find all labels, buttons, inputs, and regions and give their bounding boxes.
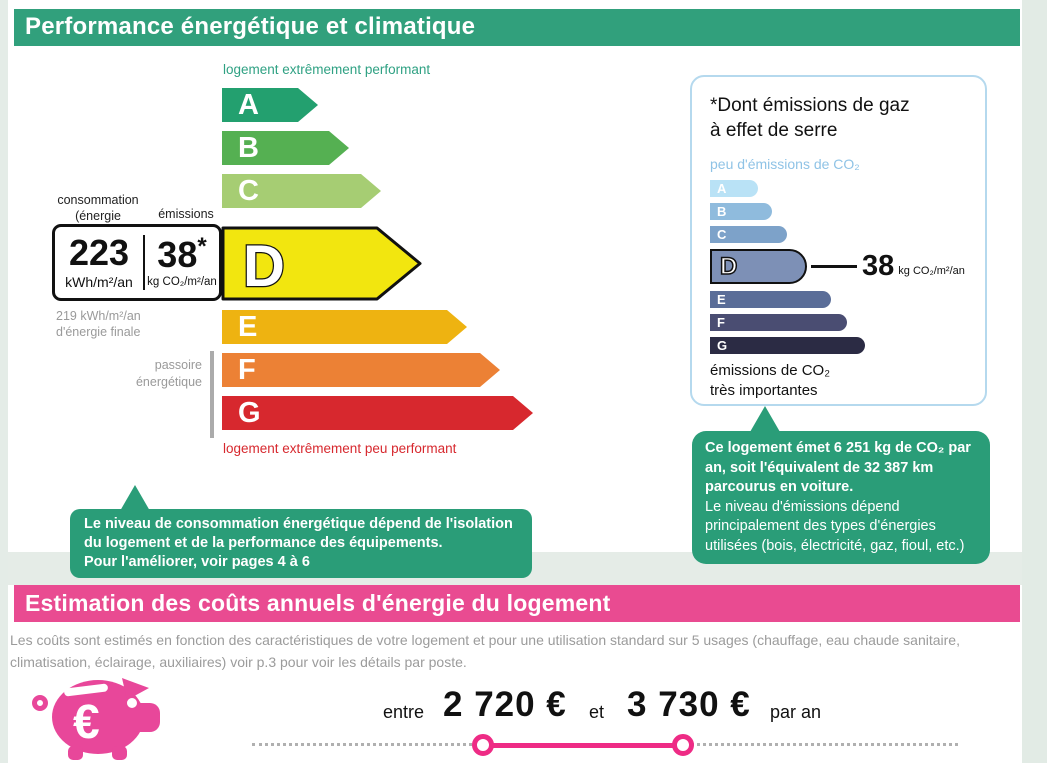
co2-bar-b: B: [710, 203, 772, 221]
emissions-value: 38*: [157, 233, 207, 275]
cost-min-value: 2 720 €: [443, 685, 567, 724]
co2-scale: A B C D 38 kg CO₂/m²/an E F G: [710, 180, 967, 355]
energy-class-letter-a: A: [238, 88, 259, 121]
co2-bar-d-current: D: [710, 249, 807, 285]
energy-class-arrow-c: C: [222, 174, 381, 208]
right-tooltip-pointer: [750, 406, 780, 432]
co2-value-unit: kg CO₂/m²/an: [898, 264, 965, 277]
co2-value-callout: 38 kg CO₂/m²/an: [811, 249, 971, 284]
emissions-unit: kg CO₂/m²/an: [147, 276, 217, 288]
co2-bar-e: E: [710, 291, 831, 309]
energy-class-letter-f: F: [238, 353, 256, 386]
co2-bar-g: G: [710, 337, 865, 355]
energy-section-title: Performance énergétique et climatique: [14, 9, 1020, 46]
left-edge-strip: [0, 0, 8, 763]
final-energy-line1: 219 kWh/m²/an: [56, 309, 141, 323]
passoire-label: passoire énergétique: [135, 358, 202, 389]
consumption-tooltip-text: Le niveau de consommation énergétique dé…: [84, 516, 513, 551]
consumption-value: 223: [68, 232, 130, 273]
co2-emissions-panel: *Dont émissions de gaz à effet de serre …: [690, 75, 987, 406]
co2-bar-a: A: [710, 180, 758, 198]
emissions-tooltip-bold-text: Ce logement émet 6 251 kg de CO₂ par an,…: [705, 440, 971, 496]
co2-bar-d-row: D 38 kg CO₂/m²/an: [710, 249, 967, 285]
co2-bar-c: C: [710, 226, 787, 244]
energy-class-arrow-a: A: [222, 88, 318, 122]
value-box-divider: [143, 235, 145, 290]
emissions-tooltip: Ce logement émet 6 251 kg de CO₂ par an,…: [692, 431, 990, 565]
piggy-bank-icon: €: [32, 678, 160, 760]
cost-word-et: et: [589, 702, 605, 722]
final-energy-line2: d'énergie finale: [56, 325, 141, 340]
consumption-tooltip-link-line: Pour l'améliorer, voir pages 4 à 6: [84, 553, 310, 570]
left-tooltip-pointer: [120, 485, 150, 511]
callout-line: [811, 265, 857, 269]
costs-section-title: Estimation des coûts annuels d'énergie d…: [14, 585, 1020, 622]
co2-panel-title: *Dont émissions de gaz à effet de serre: [710, 95, 910, 142]
cost-range-handle-min: [472, 734, 494, 756]
co2-high-label: émissions de CO₂ très importantes: [710, 362, 831, 400]
emissions-cell: 38* kg CO₂/m²/an: [145, 227, 219, 298]
energy-class-letter-e: E: [238, 310, 258, 343]
co2-letter-d: D: [719, 252, 738, 281]
passoire-bracket-bar: [210, 351, 214, 438]
emissions-tooltip-normal-text: Le niveau d'émissions dépend principalem…: [705, 498, 965, 554]
energy-class-letter-g: G: [238, 396, 261, 429]
energy-class-arrow-e: E: [222, 310, 467, 344]
consumption-cell: 223 kWh/m²/an: [55, 227, 143, 298]
energy-class-letter-b: B: [238, 131, 259, 164]
cost-max-value: 3 730 €: [627, 685, 751, 724]
cost-word-par-an: par an: [770, 702, 822, 722]
asterisk: *: [197, 233, 207, 260]
emissions-column-header: émissions: [158, 207, 214, 221]
energy-class-letter-d: D: [243, 234, 285, 299]
scale-top-label: logement extrêmement performant: [223, 62, 431, 77]
energy-class-arrow-d-current: D: [221, 226, 422, 301]
final-energy-note: 219 kWh/m²/an d'énergie finale: [56, 308, 141, 341]
co2-value: 38: [862, 250, 895, 283]
euro-symbol: €: [73, 696, 100, 749]
energy-class-letter-c: C: [238, 174, 259, 207]
right-edge-strip: [1022, 0, 1047, 763]
energy-class-arrow-b: B: [222, 131, 349, 165]
dpe-values-box: 223 kWh/m²/an 38* kg CO₂/m²/an: [52, 224, 222, 301]
cost-range-handle-max: [672, 734, 694, 756]
consumption-tooltip: Le niveau de consommation énergétique dé…: [70, 509, 532, 578]
scale-bottom-label: logement extrêmement peu performant: [223, 441, 457, 456]
cost-range-highlight: [483, 743, 683, 748]
co2-bar-f: F: [710, 314, 847, 332]
consumption-unit: kWh/m²/an: [65, 274, 133, 290]
cost-word-entre: entre: [383, 702, 425, 722]
consumption-header-line1: consommation: [57, 193, 139, 207]
energy-class-arrow-g: G: [222, 396, 533, 430]
costs-description: Les coûts sont estimés en fonction des c…: [10, 632, 960, 671]
energy-class-arrow-f: F: [222, 353, 500, 387]
co2-low-label: peu d'émissions de CO₂: [710, 156, 860, 173]
